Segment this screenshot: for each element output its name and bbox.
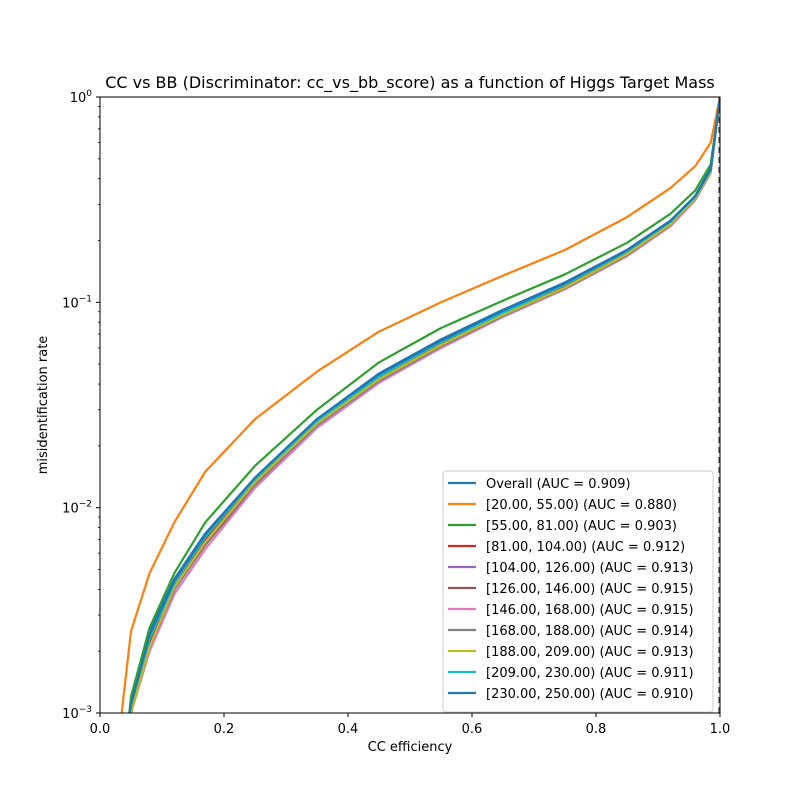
series-line <box>128 97 720 713</box>
legend-label: [104.00, 126.00) (AUC = 0.913) <box>486 561 694 576</box>
series-line <box>128 97 720 713</box>
legend-label: Overall (AUC = 0.909) <box>486 477 631 492</box>
x-tick-label: 1.0 <box>710 722 731 737</box>
y-axis-label: misidentification rate <box>36 336 51 475</box>
legend-label: [20.00, 55.00) (AUC = 0.880) <box>486 498 677 513</box>
y-tick-label: 100 <box>70 89 93 106</box>
x-tick-label: 0.6 <box>462 722 483 737</box>
y-tick-label: 10−2 <box>62 500 92 517</box>
legend-label: [126.00, 146.00) (AUC = 0.915) <box>486 582 694 597</box>
legend-box <box>442 470 714 713</box>
chart-title: CC vs BB (Discriminator: cc_vs_bb_score)… <box>105 73 715 93</box>
series-line <box>129 97 720 713</box>
x-axis: 0.0 0.2 0.4 0.6 0.8 1.0 <box>90 713 731 737</box>
x-tick-label: 0.8 <box>586 722 607 737</box>
plot-frame <box>99 96 721 714</box>
legend: Overall (AUC = 0.909) [20.00, 55.00) (AUC… <box>442 470 714 713</box>
y-tick-label: 10−1 <box>62 294 92 311</box>
curves-group <box>120 97 720 713</box>
legend-label: [209.00, 230.00) (AUC = 0.911) <box>486 666 694 681</box>
legend-label: [81.00, 104.00) (AUC = 0.912) <box>486 540 685 555</box>
legend-label: [55.00, 81.00) (AUC = 0.903) <box>486 519 677 534</box>
x-tick-label: 0.2 <box>214 722 235 737</box>
legend-label: [230.00, 250.00) (AUC = 0.910) <box>486 687 694 702</box>
legend-label: [188.00, 209.00) (AUC = 0.913) <box>486 645 694 660</box>
legend-label: [168.00, 188.00) (AUC = 0.914) <box>486 624 694 639</box>
x-tick-label: 0.0 <box>90 722 111 737</box>
y-axis: 10−3 10−2 10−1 100 <box>62 89 100 722</box>
x-axis-label: CC efficiency <box>368 740 453 755</box>
legend-label: [146.00, 168.00) (AUC = 0.915) <box>486 603 694 618</box>
series-line <box>120 97 720 713</box>
x-tick-label: 0.4 <box>338 722 359 737</box>
y-tick-label: 10−3 <box>62 705 92 722</box>
